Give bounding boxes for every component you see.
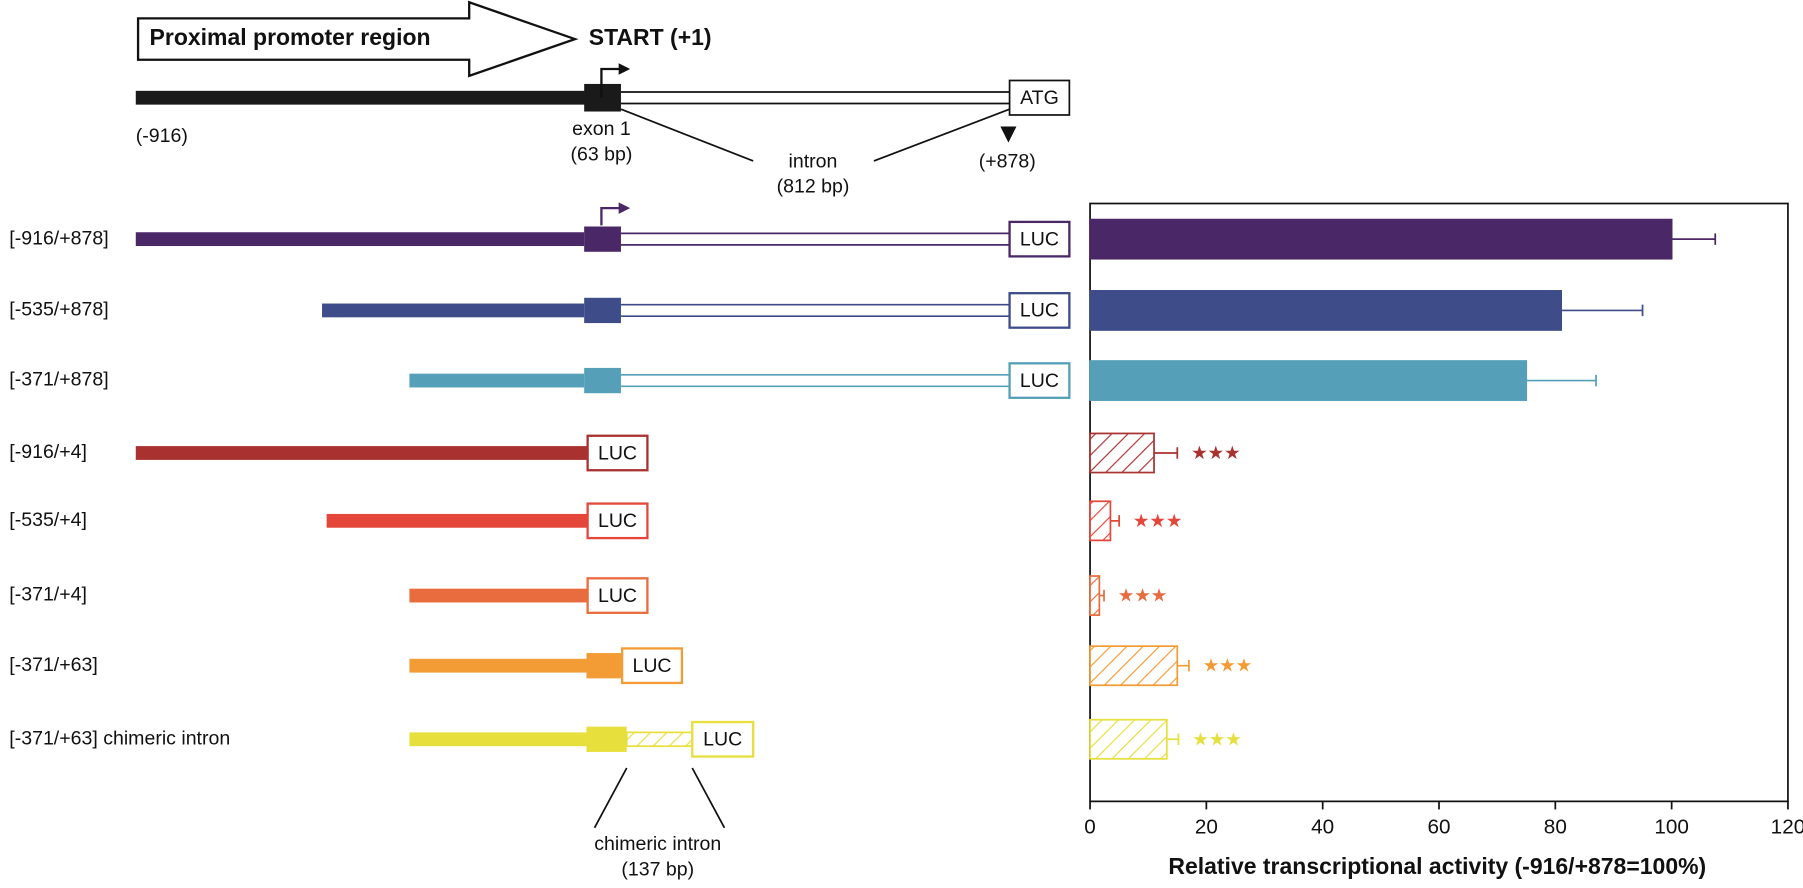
luc-box xyxy=(586,577,649,614)
start-label: START (+1) xyxy=(589,24,712,50)
promoter xyxy=(135,232,585,247)
promoter xyxy=(409,373,585,388)
bar xyxy=(1089,432,1155,474)
end-coord: (+878) xyxy=(979,150,1036,172)
exon xyxy=(584,297,621,324)
luc-box xyxy=(1008,220,1071,258)
promoter xyxy=(409,588,588,603)
x-tick-label: 20 xyxy=(1195,815,1218,838)
significance: ★★★ xyxy=(1192,728,1241,749)
luc-box xyxy=(620,647,684,685)
construct-label: [-371/+4] xyxy=(9,584,87,606)
construct-label: [-916/+878] xyxy=(9,227,108,249)
construct-label: [-371/+63] xyxy=(9,654,98,676)
atg-marker xyxy=(1000,126,1017,143)
luc-box xyxy=(586,434,649,472)
significance: ★★★ xyxy=(1191,442,1240,463)
bar xyxy=(1089,500,1112,542)
luc-label: LUC xyxy=(1020,300,1059,322)
construct-label: [-535/+4] xyxy=(9,509,87,531)
exon-size: (63 bp) xyxy=(570,143,632,165)
intron xyxy=(620,303,1010,318)
tss-arrowhead xyxy=(618,63,631,75)
atg-box xyxy=(1008,79,1071,116)
chimeric-callout xyxy=(593,767,726,829)
promoter-arrow xyxy=(136,0,579,78)
promoter-line xyxy=(135,90,587,105)
atg-label: ATG xyxy=(1020,87,1059,109)
chimeric-label: chimeric intron xyxy=(594,833,721,855)
error-bar xyxy=(1177,659,1190,672)
intron-callout xyxy=(620,108,1010,162)
significance: ★★★ xyxy=(1203,655,1252,676)
exon xyxy=(584,83,621,112)
luc-label: LUC xyxy=(632,655,671,677)
chimeric-intron xyxy=(625,731,694,748)
promoter xyxy=(409,658,587,673)
significance: ★★★ xyxy=(1133,510,1182,531)
x-tick-label: 60 xyxy=(1427,815,1450,838)
promoter-label: Proximal promoter region xyxy=(150,24,431,50)
promoter xyxy=(409,732,587,747)
intron xyxy=(620,373,1010,388)
bar xyxy=(1089,645,1179,687)
tss-arrow xyxy=(600,67,621,98)
construct-label: [-535/+878] xyxy=(9,299,108,321)
tss-arrow xyxy=(600,206,621,226)
x-tick-label: 80 xyxy=(1544,815,1567,838)
luc-label: LUC xyxy=(598,585,637,607)
error-bar xyxy=(1671,233,1717,245)
intron-label: intron xyxy=(789,150,838,172)
luc-box xyxy=(691,720,755,758)
intron xyxy=(620,232,1010,246)
start-coord: (-916) xyxy=(136,125,188,147)
intron-size: (812 bp) xyxy=(777,176,850,198)
bar xyxy=(1089,718,1168,760)
exon xyxy=(584,226,621,252)
error-bar xyxy=(1166,733,1180,746)
x-tick-label: 100 xyxy=(1654,815,1689,838)
x-axis-title: Relative transcriptional activity (-916/… xyxy=(1168,853,1706,879)
promoter xyxy=(322,303,585,318)
construct-label: [-371/+878] xyxy=(9,369,108,391)
bar xyxy=(1089,290,1562,331)
promoter xyxy=(135,446,588,460)
construct-label: [-371/+63] chimeric intron xyxy=(9,727,230,749)
x-tick-label: 0 xyxy=(1084,815,1096,838)
luc-label: LUC xyxy=(598,510,637,532)
x-tick-label: 120 xyxy=(1771,815,1803,838)
luc-box xyxy=(1008,292,1071,329)
error-bar xyxy=(1561,304,1644,317)
tss-arrowhead xyxy=(618,202,631,214)
luc-label: LUC xyxy=(1020,228,1059,250)
exon xyxy=(586,726,627,752)
bar xyxy=(1089,575,1101,616)
exon xyxy=(584,367,621,394)
exon xyxy=(586,653,621,679)
significance: ★★★ xyxy=(1118,585,1167,606)
luc-box xyxy=(1008,362,1071,399)
promoter xyxy=(326,513,588,528)
bar xyxy=(1089,360,1528,401)
luc-label: LUC xyxy=(598,442,637,464)
bar xyxy=(1089,218,1673,260)
error-bar xyxy=(1526,374,1597,387)
x-tick-label: 40 xyxy=(1311,815,1334,838)
intron xyxy=(620,91,1010,105)
error-bar xyxy=(1110,515,1120,527)
construct-label: [-916/+4] xyxy=(9,441,87,463)
luc-label: LUC xyxy=(1020,370,1059,392)
chimeric-size: (137 bp) xyxy=(621,859,694,881)
exon-label: exon 1 xyxy=(572,118,631,140)
error-bar xyxy=(1099,589,1105,602)
luc-box xyxy=(586,502,649,540)
luc-label: LUC xyxy=(703,729,742,751)
error-bar xyxy=(1154,447,1179,459)
